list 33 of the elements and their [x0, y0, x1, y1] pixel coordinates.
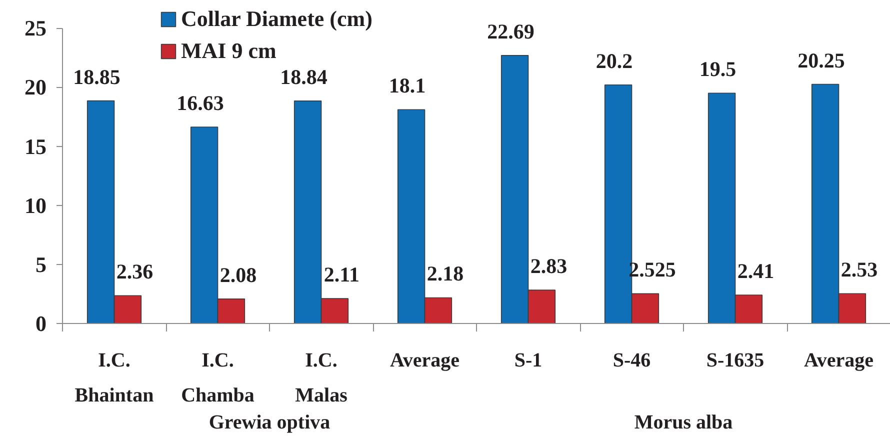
y-tick-label: 15: [24, 134, 46, 159]
data-label: 18.1: [388, 74, 426, 98]
text: Morus alba: [634, 412, 733, 434]
x-tick-label: S-1: [514, 350, 542, 372]
y-tick-label: 5: [36, 252, 46, 277]
data-label: 18.85: [73, 64, 120, 89]
data-label: 20.2: [596, 48, 633, 73]
y-tick-label: 25: [24, 16, 46, 41]
data-label: 2.83: [530, 254, 568, 278]
data-label: 2.53: [840, 258, 878, 282]
data-label: 2.41: [737, 259, 774, 284]
x-tick-label: Average: [390, 350, 460, 372]
data-label: 20.25: [798, 48, 845, 72]
x-tick-label: S-46: [612, 350, 651, 372]
x-tick-label: S-1635: [706, 350, 764, 372]
x-tick-label: I.C. Chamba: [181, 350, 254, 407]
data-label: 19.5: [699, 57, 736, 82]
y-tick-label: 0: [36, 311, 46, 336]
data-label: 2.18: [426, 262, 464, 286]
x-tick-label: Average: [804, 350, 874, 372]
legend-label: MAI 9 cm: [181, 38, 276, 64]
y-tick-label: 20: [24, 74, 46, 100]
legend-label: Collar Diamete (cm): [181, 6, 372, 32]
data-label: 22.69: [487, 19, 534, 44]
data-label: 2.11: [324, 262, 360, 287]
x-tick-label: I.C. Malas: [295, 350, 348, 407]
data-label: 16.63: [176, 91, 224, 116]
x-tick-label: I.C. Bhaintan: [74, 350, 154, 407]
data-label: 2.36: [116, 260, 154, 284]
y-tick-label: 10: [24, 192, 46, 218]
text: Grewia optiva: [208, 412, 330, 434]
data-label: 18.84: [280, 64, 328, 89]
data-label: 2.08: [220, 262, 257, 287]
